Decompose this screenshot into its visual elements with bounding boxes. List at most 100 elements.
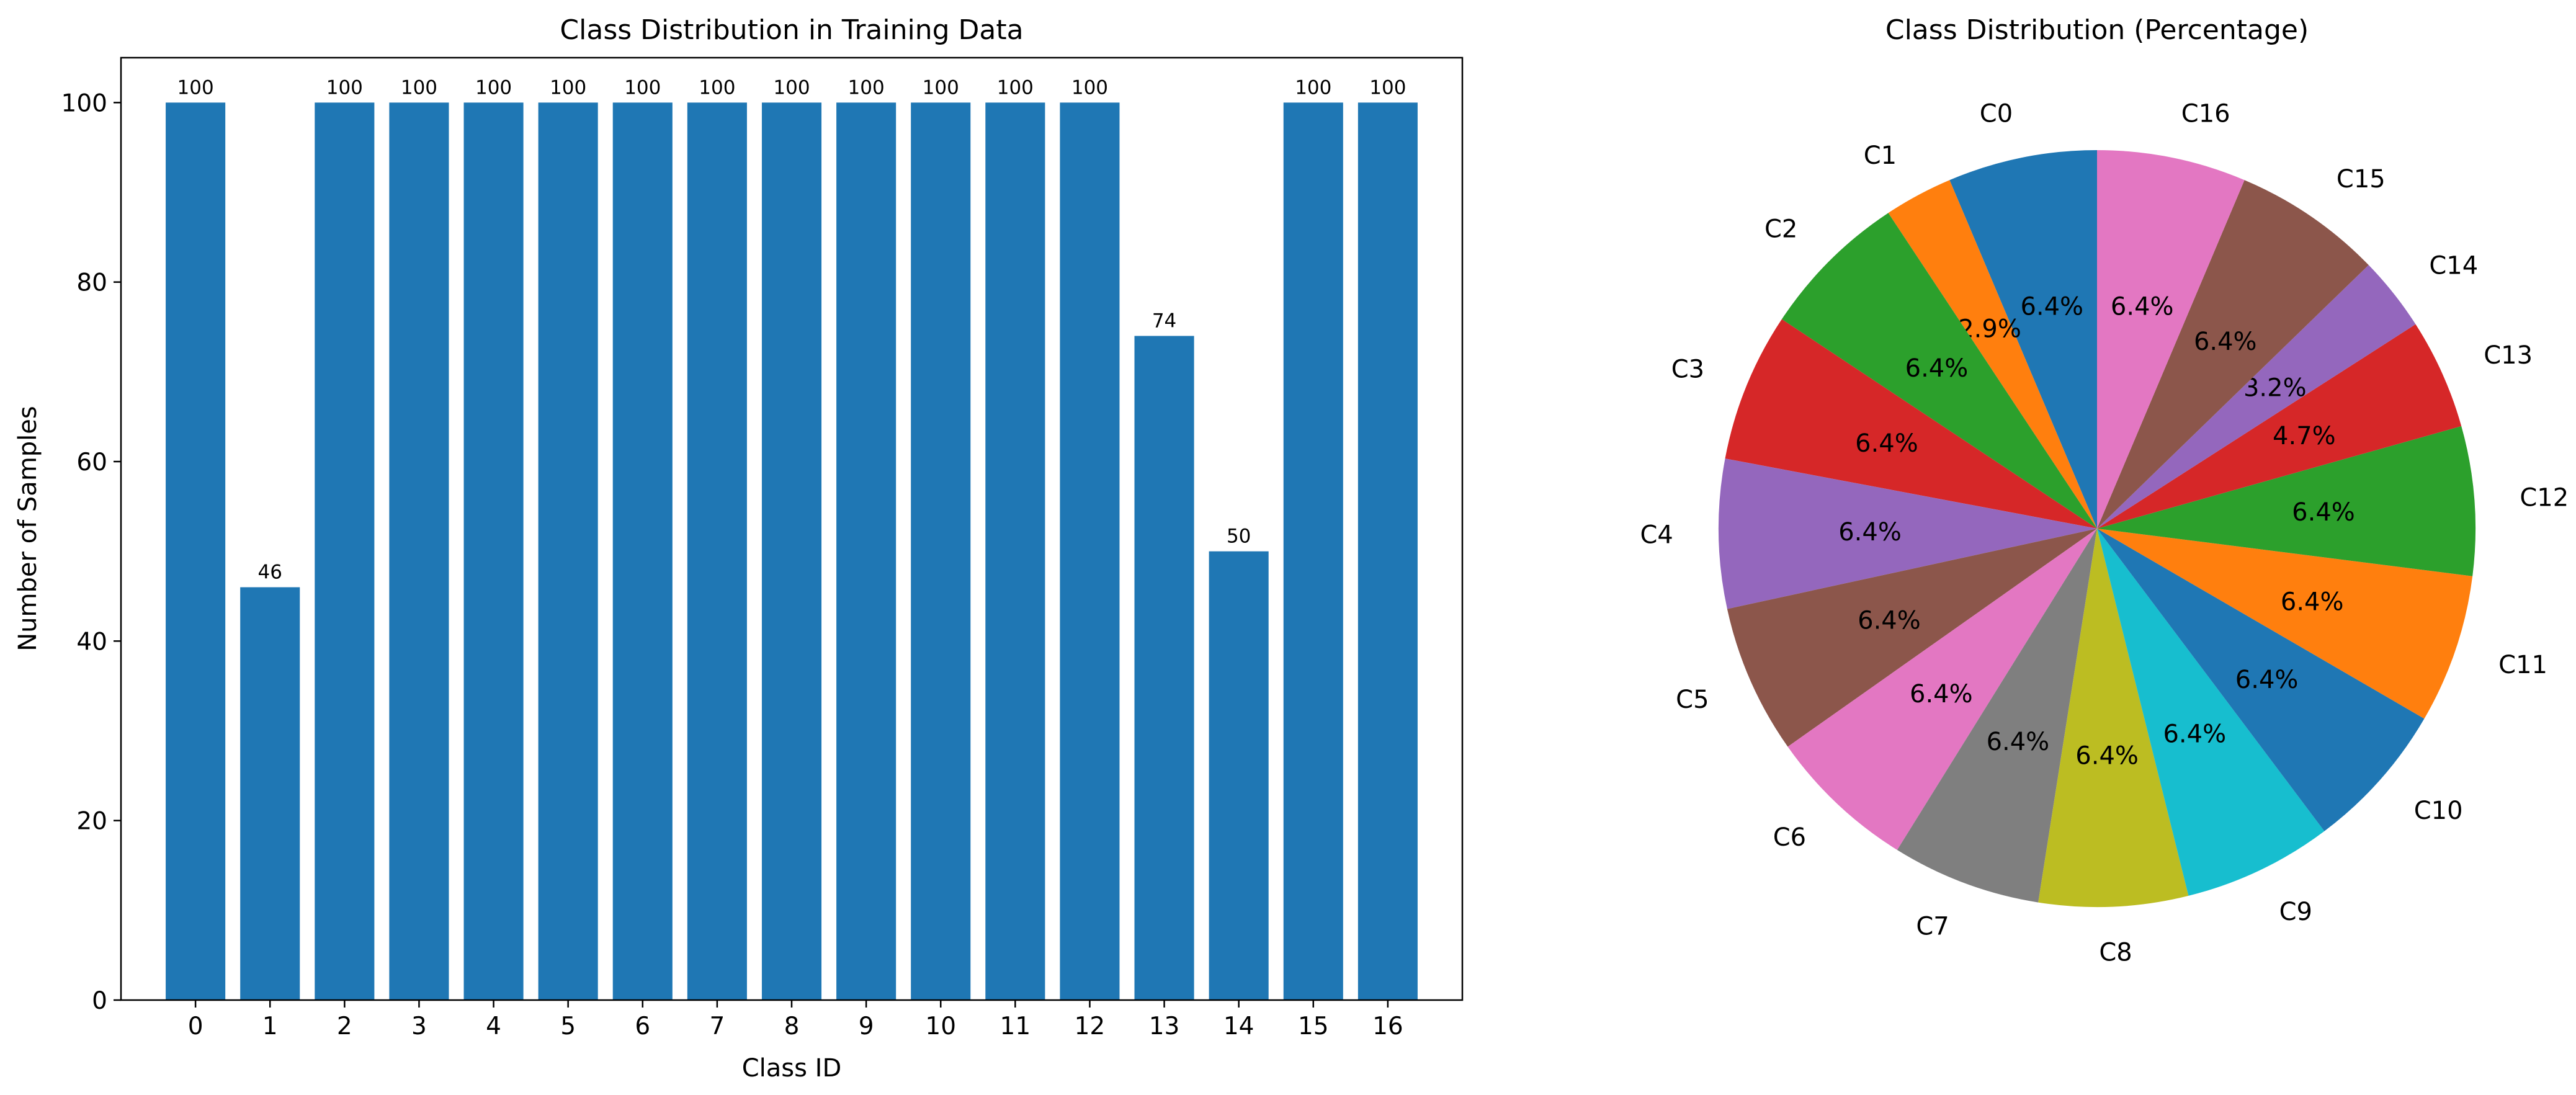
x-tick-label-15: 15 [1298,1012,1329,1040]
bar-value-label-14: 50 [1227,525,1251,548]
pie-label-C3: C3 [1671,355,1704,384]
pie-label-C12: C12 [2520,483,2569,512]
pie-label-C10: C10 [2414,797,2463,825]
bar-8 [761,102,822,1000]
pie-slice-C0 [1949,150,2097,529]
x-tick-label-1: 1 [262,1012,278,1040]
pie-percent-C6: 6.4% [1910,680,1973,708]
pie-label-C1: C1 [1864,141,1897,170]
pie-chart-title: Class Distribution (Percentage) [1885,14,2309,46]
pie-slice-C4 [1719,458,2097,609]
bar-value-label-15: 100 [1295,76,1331,99]
bar-value-label-6: 100 [624,76,661,99]
pie-percent-C14: 3.2% [2243,374,2307,403]
pie-percent-C5: 6.4% [1858,606,1921,635]
bar-value-label-7: 100 [699,76,735,99]
x-tick-label-4: 4 [486,1012,501,1040]
pie-label-C7: C7 [1916,912,1949,941]
bar-value-label-8: 100 [773,76,810,99]
pie-percent-C4: 6.4% [1838,518,1902,547]
x-tick-label-6: 6 [635,1012,650,1040]
bar-value-label-1: 46 [257,561,282,584]
pie-slice-C14 [2097,265,2416,529]
y-tick-label-60: 60 [76,449,107,476]
pie-percent-C7: 6.4% [1987,728,2050,756]
pie-percent-C10: 6.4% [2235,666,2299,694]
x-tick-label-0: 0 [188,1012,203,1040]
pie-label-C4: C4 [1640,521,1673,550]
pie-percent-C9: 6.4% [2163,720,2226,748]
x-tick-label-7: 7 [709,1012,725,1040]
bar-15 [1283,102,1343,1000]
pie-label-C15: C15 [2337,165,2386,194]
pie-label-C2: C2 [1764,215,1797,243]
bar-4 [463,102,524,1000]
x-tick-label-16: 16 [1372,1012,1403,1040]
y-tick-label-0: 0 [92,987,107,1015]
x-tick-label-2: 2 [337,1012,352,1040]
bar-0 [166,102,226,1000]
bar-chart-xlabel: Class ID [742,1054,842,1083]
pie-slice-C6 [1787,529,2097,851]
bar-value-label-0: 100 [177,76,214,99]
bar-value-label-9: 100 [848,76,885,99]
x-tick-label-3: 3 [411,1012,427,1040]
bar-value-label-11: 100 [997,76,1034,99]
pie-slice-C7 [1897,529,2097,903]
pie-slice-C12 [2097,426,2475,576]
pie-slice-C15 [2097,180,2369,529]
bar-value-label-3: 100 [401,76,437,99]
bar-6 [612,102,673,1000]
bar-value-label-10: 100 [923,76,959,99]
pie-percent-C2: 6.4% [1905,354,1969,383]
pie-chart: Class Distribution (Percentage) C0 6.4% C1… [1640,14,2569,967]
pie-label-C14: C14 [2429,252,2478,280]
x-tick-label-13: 13 [1149,1012,1180,1040]
x-tick-label-14: 14 [1223,1012,1254,1040]
bar-value-label-2: 100 [326,76,363,99]
bar-16 [1357,102,1418,1000]
pie-slice-C13 [2097,324,2462,529]
pie-label-C8: C8 [2099,939,2132,967]
pie-label-C11: C11 [2498,651,2547,679]
bar-11 [985,102,1045,1000]
pie-slice-C5 [1727,529,2097,747]
pie-label-C0: C0 [1980,99,2013,128]
pie-label-C5: C5 [1676,686,1709,714]
bar-value-label-5: 100 [550,76,586,99]
pie-slice-C9 [2097,529,2325,896]
bar-3 [389,102,449,1000]
x-tick-label-11: 11 [1000,1012,1031,1040]
bar-value-label-12: 100 [1071,76,1108,99]
x-tick-label-5: 5 [560,1012,576,1040]
bar-13 [1134,336,1194,1000]
bar-14 [1209,551,1269,1000]
bar-2 [315,102,375,1000]
pie-slice-C2 [1781,213,2097,529]
pie-percent-C15: 6.4% [2194,328,2257,356]
bar-1 [240,587,300,1000]
y-tick-label-80: 80 [76,269,107,297]
pie-slice-C10 [2097,529,2425,831]
x-tick-label-12: 12 [1075,1012,1106,1040]
bar-chart-ylabel: Number of Samples [14,406,42,651]
pie-label-C13: C13 [2484,341,2533,370]
bar-9 [836,102,897,1000]
pie-slice-C1 [1888,180,2097,529]
pie-percent-C12: 6.4% [2292,498,2355,527]
pie-slice-C8 [2038,529,2189,908]
bar-12 [1060,102,1120,1000]
bar-chart-title: Class Distribution in Training Data [560,14,1023,46]
pie-percent-C8: 6.4% [2075,742,2139,771]
pie-marks: C06.4%C12.9%C26.4%C36.4%C4 6.4%C56.4%C66.… [1640,99,2569,967]
pie-label-C16: C16 [2181,99,2230,128]
pie-slice-C3 [1725,319,2097,529]
y-tick-label-20: 20 [76,808,107,836]
y-tick-label-40: 40 [76,628,107,656]
pie-slice-C16 [2097,150,2245,529]
bar-value-label-4: 100 [475,76,512,99]
bar-5 [538,102,598,1000]
